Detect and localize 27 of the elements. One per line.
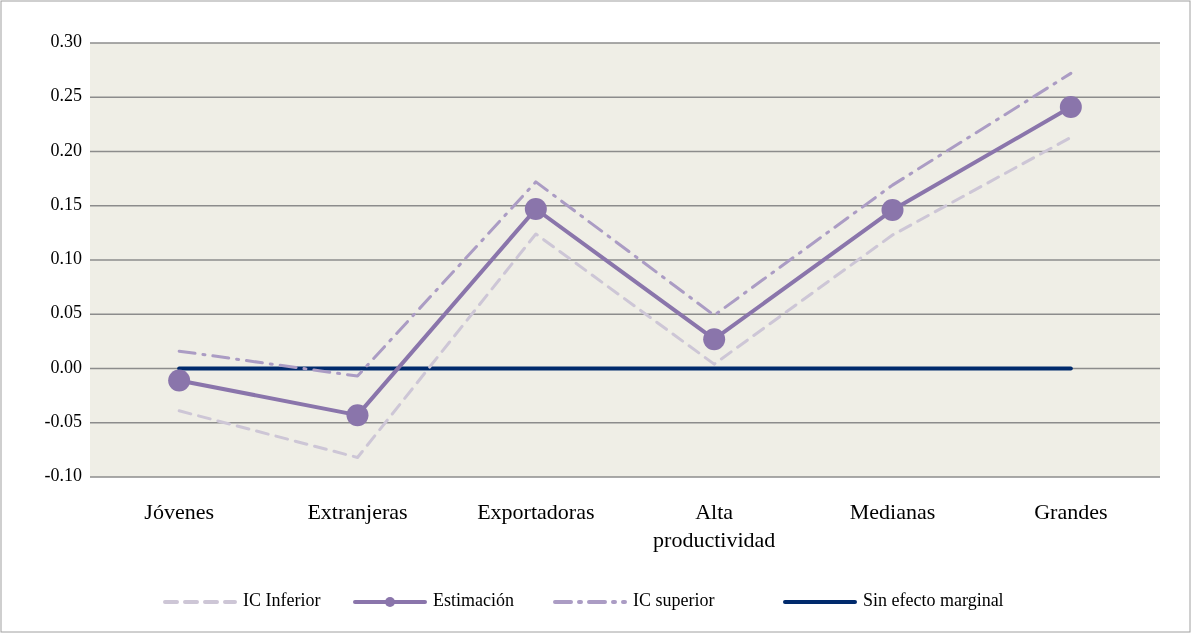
point	[524, 198, 547, 221]
point	[346, 404, 369, 427]
x-tick-label: Exportadoras	[477, 499, 595, 524]
x-tick-label: Jóvenes	[144, 499, 214, 524]
y-tick-label: -0.10	[44, 465, 82, 486]
line-series	[177, 71, 1073, 378]
y-tick-label: 0.25	[50, 85, 82, 106]
y-tick-label: 0.30	[50, 31, 82, 52]
y-tick-label: 0.20	[50, 139, 82, 160]
legend-label: Estimación	[433, 590, 514, 611]
x-tick-label: Alta productividad	[653, 499, 776, 552]
legend-label: Sin efecto marginal	[863, 590, 1004, 611]
point	[881, 199, 904, 222]
y-tick-label: 0.05	[50, 302, 82, 323]
x-tick-label: Grandes	[1034, 499, 1108, 524]
y-tick-label: -0.05	[44, 410, 82, 431]
x-tick-label: Medianas	[849, 499, 936, 524]
y-tick-label: 0.00	[50, 356, 82, 377]
point	[703, 328, 726, 351]
point	[168, 369, 191, 392]
legend-label: IC Inferior	[243, 590, 321, 611]
y-tick-label: 0.10	[50, 248, 82, 269]
x-tick-label: Extranjeras	[307, 499, 408, 524]
legend-label: IC superior	[633, 590, 715, 611]
point	[1059, 96, 1082, 119]
y-tick-label: 0.15	[50, 193, 82, 214]
line-series	[177, 135, 1073, 459]
